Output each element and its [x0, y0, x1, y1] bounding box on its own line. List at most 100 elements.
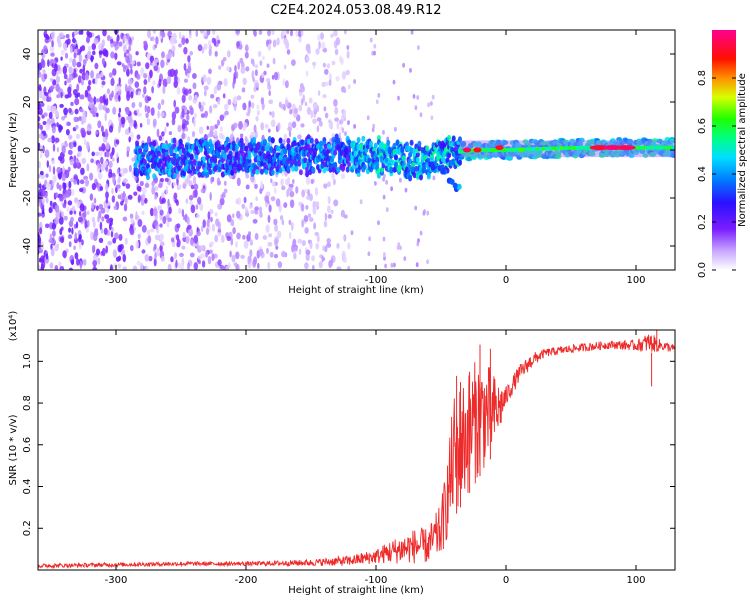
noise-speckle [209, 192, 212, 201]
noise-speckle [318, 40, 321, 50]
noise-speckle [64, 142, 69, 148]
noise-speckle [146, 229, 151, 235]
noise-speckle [158, 135, 162, 142]
noise-speckle [322, 94, 327, 99]
noise-speckle [86, 30, 90, 36]
noise-speckle [149, 228, 155, 233]
noise-speckle [304, 227, 309, 234]
noise-speckle [141, 210, 145, 215]
noise-speckle [150, 107, 155, 116]
noise-speckle [50, 31, 55, 39]
noise-speckle [156, 229, 160, 234]
noise-speckle [310, 178, 314, 185]
noise-speckle [39, 153, 43, 159]
signal-cell [589, 151, 596, 157]
signal-cell [172, 160, 177, 166]
x-tick-label: -200 [235, 575, 258, 586]
noise-speckle [150, 36, 153, 42]
noise-speckle [283, 37, 288, 45]
noise-speckle [101, 216, 105, 222]
y-tick-label: 40 [22, 48, 33, 61]
noise-speckle [183, 89, 188, 96]
noise-speckle [283, 202, 288, 209]
noise-speckle [192, 190, 196, 199]
noise-speckle [102, 48, 108, 57]
noise-speckle [38, 257, 42, 263]
noise-speckle [230, 219, 235, 225]
noise-speckle [160, 112, 165, 117]
noise-speckle [80, 127, 86, 135]
noise-speckle [95, 98, 100, 103]
noise-speckle [100, 207, 106, 214]
noise-speckle [93, 159, 97, 164]
noise-speckle [140, 67, 145, 76]
noise-speckle [225, 265, 229, 270]
noise-speckle [189, 30, 192, 35]
noise-speckle [46, 105, 51, 112]
signal-cell [447, 152, 452, 159]
noise-speckle [59, 194, 64, 202]
noise-speckle [377, 220, 380, 226]
noise-speckle [166, 220, 170, 228]
noise-speckle [111, 226, 114, 233]
signal-cell [283, 148, 288, 155]
noise-speckle [153, 219, 159, 227]
signal-cell [361, 135, 366, 142]
noise-speckle [300, 123, 305, 128]
noise-speckle [251, 70, 255, 79]
noise-speckle [226, 235, 232, 241]
signal-cell [300, 139, 305, 146]
noise-speckle [244, 51, 249, 59]
figure-title: C2E4.2024.053.08.49.R12 [270, 3, 441, 18]
noise-speckle [333, 178, 336, 186]
noise-speckle [303, 215, 309, 223]
noise-speckle [305, 249, 311, 256]
noise-speckle [99, 150, 103, 156]
signal-cell [192, 168, 197, 175]
noise-speckle [281, 185, 286, 191]
noise-speckle [305, 70, 309, 77]
signal-cell [203, 149, 208, 156]
signal-cell [135, 140, 140, 147]
noise-speckle [46, 182, 52, 191]
signal-cell [263, 138, 267, 145]
noise-speckle [162, 85, 166, 94]
noise-speckle [89, 97, 94, 103]
noise-speckle [392, 79, 396, 85]
noise-speckle [60, 236, 65, 244]
noise-speckle [310, 110, 314, 119]
noise-speckle [239, 133, 244, 138]
noise-speckle [210, 94, 215, 99]
noise-speckle [58, 184, 62, 191]
noise-speckle [144, 183, 150, 188]
noise-speckle [305, 253, 310, 261]
noise-speckle [79, 46, 83, 53]
signal-cell [414, 165, 419, 172]
signal-cell [158, 159, 163, 165]
noise-speckle [123, 203, 128, 212]
noise-speckle [262, 55, 265, 61]
noise-speckle [127, 78, 133, 86]
noise-speckle [118, 77, 121, 85]
signal-cell [322, 167, 327, 174]
noise-speckle [422, 210, 426, 216]
signal-cell [458, 154, 465, 160]
signal-cell [233, 167, 238, 174]
noise-speckle [217, 259, 222, 266]
noise-speckle [277, 261, 283, 269]
noise-speckle [108, 125, 114, 133]
noise-speckle [73, 116, 79, 123]
noise-speckle [69, 57, 73, 63]
noise-speckle [73, 155, 77, 163]
noise-speckle [206, 125, 209, 130]
noise-speckle [125, 55, 130, 64]
noise-speckle [189, 51, 193, 56]
noise-speckle [62, 203, 67, 209]
noise-speckle [38, 122, 41, 129]
noise-speckle [266, 247, 269, 254]
noise-speckle [129, 229, 135, 236]
noise-speckle [49, 233, 53, 242]
noise-speckle [111, 77, 115, 86]
noise-speckle [267, 30, 271, 37]
noise-speckle [147, 74, 151, 83]
